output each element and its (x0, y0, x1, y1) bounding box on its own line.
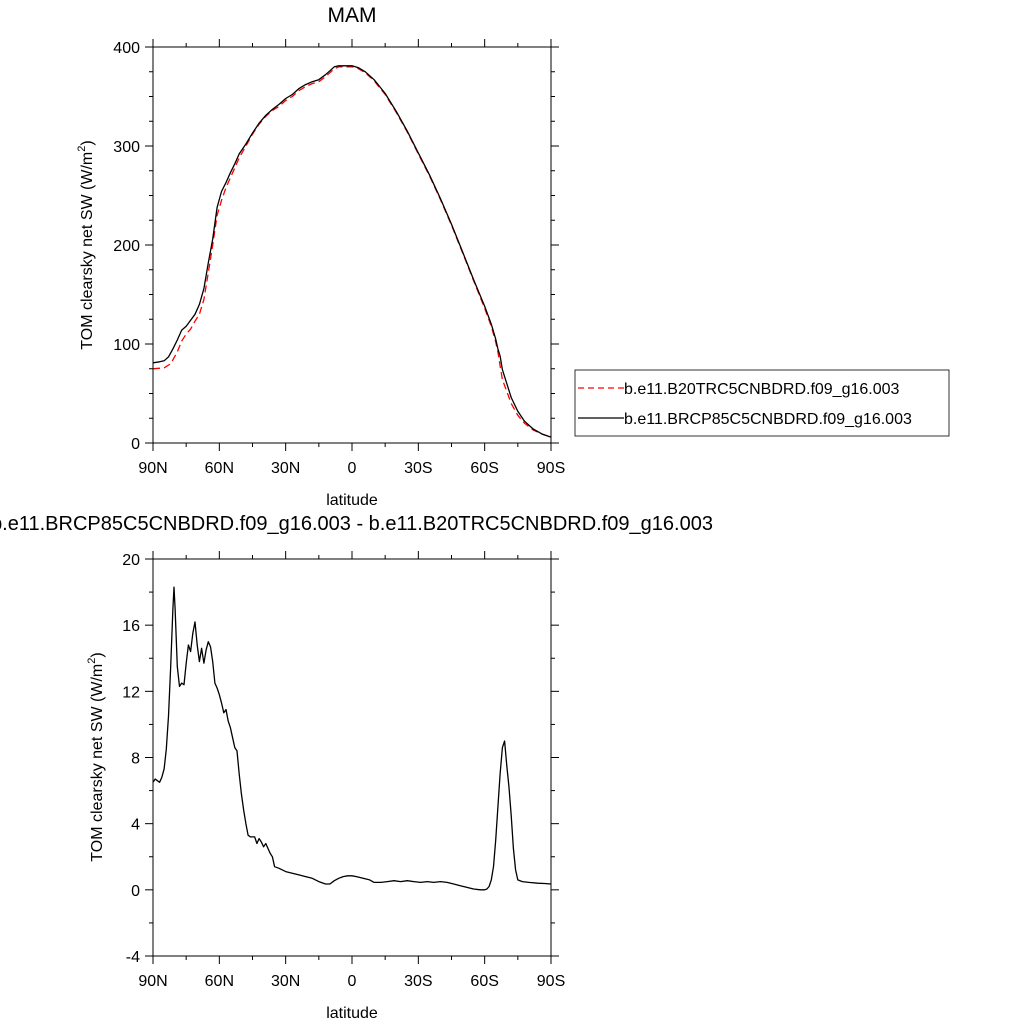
x-tick-label: 30S (404, 460, 432, 477)
top-chart: MAM TOM clearsky net SW (W/m2) latitude … (76, 4, 950, 509)
y-tick-label: 400 (113, 40, 140, 57)
x-tick-label: 0 (348, 460, 357, 477)
x-tick-label: 60S (470, 973, 498, 990)
x-tick-label: 0 (348, 973, 357, 990)
top-chart-ylabel-main: TOM clearsky net SW (W/m (79, 152, 96, 350)
bottom-chart-ylabel-close: ) (89, 652, 106, 657)
y-tick-label: 300 (113, 139, 140, 156)
y-tick-label: 16 (122, 618, 140, 635)
bottom-chart-ylabel: TOM clearsky net SW (W/m2) (86, 652, 106, 861)
y-tick-label: 4 (131, 817, 140, 834)
x-tick-label: 60N (205, 973, 234, 990)
y-tick-label: 0 (131, 436, 140, 453)
legend-label-series-1: b.e11.B20TRC5CNBDRD.f09_g16.003 (624, 381, 900, 398)
series-line-2 (152, 65, 552, 438)
x-tick-label: 90N (138, 973, 167, 990)
x-tick-label: 30N (271, 460, 300, 477)
x-tick-label: 30N (271, 973, 300, 990)
x-tick-label: 90S (537, 460, 565, 477)
x-tick-label: 90S (537, 973, 565, 990)
bottom-chart-ticks: 90N 60N 30N 0 30S 60S 90S -4 0 4 8 12 16 20 (122, 551, 565, 990)
y-tick-label: 0 (131, 883, 140, 900)
bottom-chart: b.e11.BRCP85C5CNBDRD.f09_g16.003 - b.e11… (0, 513, 713, 1022)
x-tick-label: 30S (404, 973, 432, 990)
y-tick-label: 100 (113, 337, 140, 354)
legend: b.e11.B20TRC5CNBDRD.f09_g16.003 b.e11.BR… (574, 369, 950, 437)
top-chart-frame (152, 46, 552, 444)
top-chart-ticks: 90N 60N 30N 0 30S 60S 90S 0 100 200 300 400 (113, 39, 565, 477)
y-tick-label: 8 (131, 751, 140, 768)
bottom-chart-xlabel: latitude (326, 1005, 378, 1022)
bottom-chart-series (152, 586, 552, 891)
bottom-chart-frame (152, 558, 552, 957)
series-line-1 (152, 66, 552, 438)
legend-label-series-2: b.e11.BRCP85C5CNBDRD.f09_g16.003 (624, 411, 912, 428)
x-tick-label: 90N (138, 460, 167, 477)
y-tick-label: -4 (126, 949, 140, 966)
top-chart-ylabel: TOM clearsky net SW (W/m2) (76, 140, 96, 349)
series-line-1 (152, 586, 552, 891)
x-tick-label: 60N (205, 460, 234, 477)
top-chart-ylabel-sup: 2 (76, 146, 88, 152)
y-tick-label: 200 (113, 238, 140, 255)
bottom-chart-ylabel-main: TOM clearsky net SW (W/m (89, 664, 106, 862)
y-tick-label: 20 (122, 552, 140, 569)
bottom-chart-title: b.e11.BRCP85C5CNBDRD.f09_g16.003 - b.e11… (0, 513, 713, 535)
bottom-chart-ylabel-sup: 2 (86, 658, 98, 664)
legend-box (574, 369, 950, 437)
top-chart-xlabel: latitude (326, 492, 378, 509)
y-tick-label: 12 (122, 684, 140, 701)
x-tick-label: 60S (470, 460, 498, 477)
top-chart-title: MAM (328, 4, 377, 27)
top-chart-ylabel-close: ) (79, 140, 96, 145)
top-chart-series (152, 65, 552, 438)
